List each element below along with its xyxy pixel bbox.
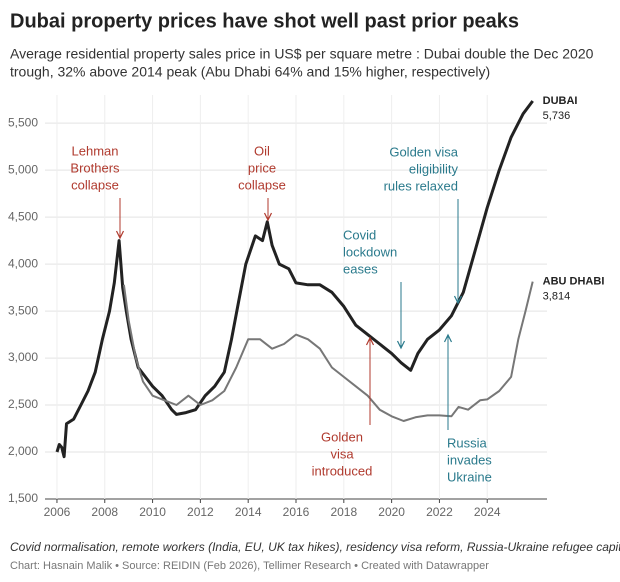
series-label: DUBAI [543,95,578,107]
annotation: price [248,160,276,175]
x-tick-label: 2020 [378,505,405,519]
notes: Covid normalisation, remote workers (Ind… [10,540,620,554]
x-tick-label: 2008 [91,505,118,519]
annotation: invades [447,452,492,467]
annotation: visa [330,446,354,461]
annotation: Covid [343,227,376,242]
chart-subtitle: trough, 32% above 2014 peak (Abu Dhabi 6… [10,64,490,80]
annotation: Golden visa [389,144,458,159]
x-tick-label: 2022 [426,505,453,519]
annotation: eases [343,261,378,276]
arrow-head [443,333,453,343]
arrow-head [396,340,406,350]
y-tick-label: 1,500 [8,491,38,505]
y-tick-label: 2,500 [8,397,38,411]
y-tick-label: 3,000 [8,350,38,364]
arrow-head [453,295,463,305]
y-tick-label: 5,000 [8,162,38,176]
x-tick-label: 2018 [330,505,357,519]
x-tick-label: 2010 [139,505,166,519]
chart-subtitle: Average residential property sales price… [10,46,594,62]
source: Chart: Hasnain Malik • Source: REIDIN (F… [10,560,489,572]
y-tick-label: 5,500 [8,115,38,129]
annotation: Russia [447,435,488,450]
annotation: introduced [312,463,373,478]
arrow-head [365,336,375,346]
annotation: eligibility [409,161,459,176]
x-tick-label: 2024 [474,505,501,519]
annotation: rules relaxed [384,178,458,193]
value-label: 5,736 [543,110,571,122]
x-tick-label: 2014 [235,505,262,519]
series-line [55,100,534,459]
x-tick-label: 2006 [44,505,71,519]
series-line [122,281,534,422]
annotation: Oil [254,143,270,158]
arrow-head [115,230,125,240]
y-tick-label: 3,500 [8,303,38,317]
x-tick-label: 2016 [283,505,310,519]
annotation: collapse [238,177,286,192]
series-label: ABU DHABI [543,275,605,287]
annotation: Ukraine [447,469,492,484]
y-tick-label: 4,000 [8,256,38,270]
x-tick-label: 2012 [187,505,214,519]
chart-title: Dubai property prices have shot well pas… [10,10,519,32]
y-tick-label: 4,500 [8,209,38,223]
annotation: Golden [321,429,363,444]
annotation: collapse [71,177,119,192]
annotation: lockdown [343,244,397,259]
arrow-head [263,212,273,222]
y-tick-label: 2,000 [8,444,38,458]
annotation: Brothers [70,160,120,175]
annotation: Lehman [72,143,119,158]
value-label: 3,814 [543,290,571,302]
